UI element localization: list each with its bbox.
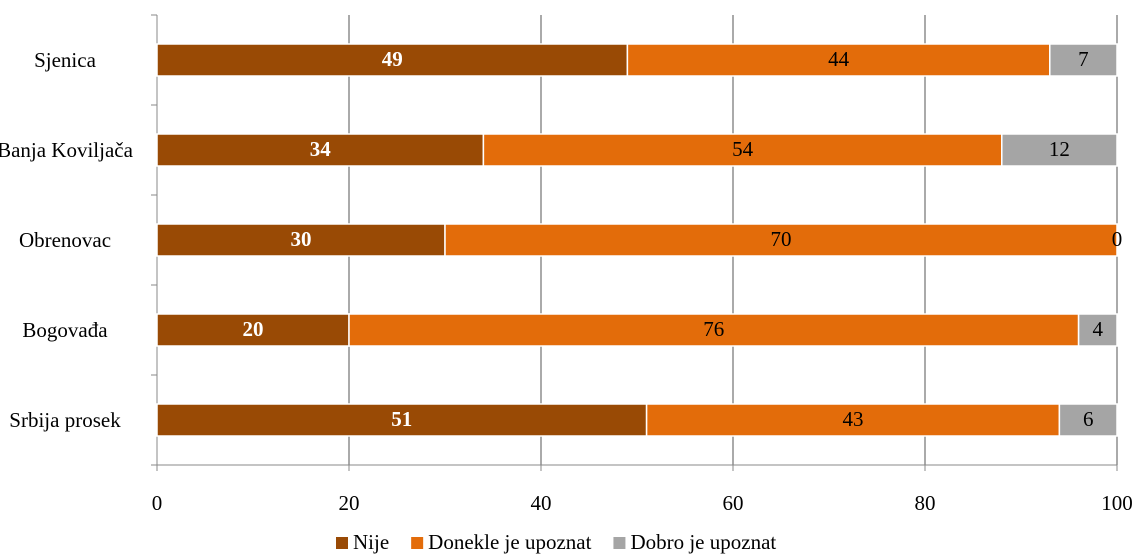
data-label: 0 [1112,227,1123,251]
data-label: 20 [243,317,264,341]
bar-segment [1058,403,1118,437]
data-label: 76 [703,317,724,341]
x-tick-label: 20 [339,491,360,515]
data-label: 70 [771,227,792,251]
bar-segment [156,43,629,77]
data-label: 4 [1093,317,1104,341]
legend-swatch [411,537,424,549]
data-label: 12 [1049,137,1070,161]
legend-label: Nije [353,530,389,554]
data-label: 54 [732,137,754,161]
data-label: 44 [828,47,850,71]
y-tick-label: Bogovađa [22,318,108,342]
data-label: 34 [310,137,332,161]
y-tick-label: Banja Koviljača [0,138,133,162]
legend-swatch [613,537,626,549]
x-tick-label: 0 [152,491,163,515]
x-tick-label: 40 [531,491,552,515]
bar-segment [444,223,1118,257]
y-tick-label: Sjenica [34,48,96,72]
bar-segment [1077,313,1118,347]
bar-segment [1049,43,1118,77]
x-tick-label: 80 [915,491,936,515]
y-tick-label: Srbija prosek [9,408,121,432]
data-label: 6 [1083,407,1094,431]
bar-segment [348,313,1080,347]
bar-segment [156,313,350,347]
data-label: 43 [843,407,864,431]
data-label: 49 [382,47,403,71]
legend-swatch [336,537,348,549]
bar-segment [626,43,1051,77]
legend-label: Dobro je upoznat [630,530,776,554]
bar-segment [156,223,446,257]
legend-label: Donekle je upoznat [428,530,591,554]
x-tick-label: 100 [1101,491,1133,515]
data-label: 51 [391,407,412,431]
bar-segment [156,133,485,167]
data-label: 7 [1078,47,1089,71]
bar-segment [1001,133,1118,167]
bar-segment [482,133,1003,167]
data-label: 30 [291,227,312,251]
x-tick-label: 60 [723,491,744,515]
y-tick-label: Obrenovac [18,228,112,252]
